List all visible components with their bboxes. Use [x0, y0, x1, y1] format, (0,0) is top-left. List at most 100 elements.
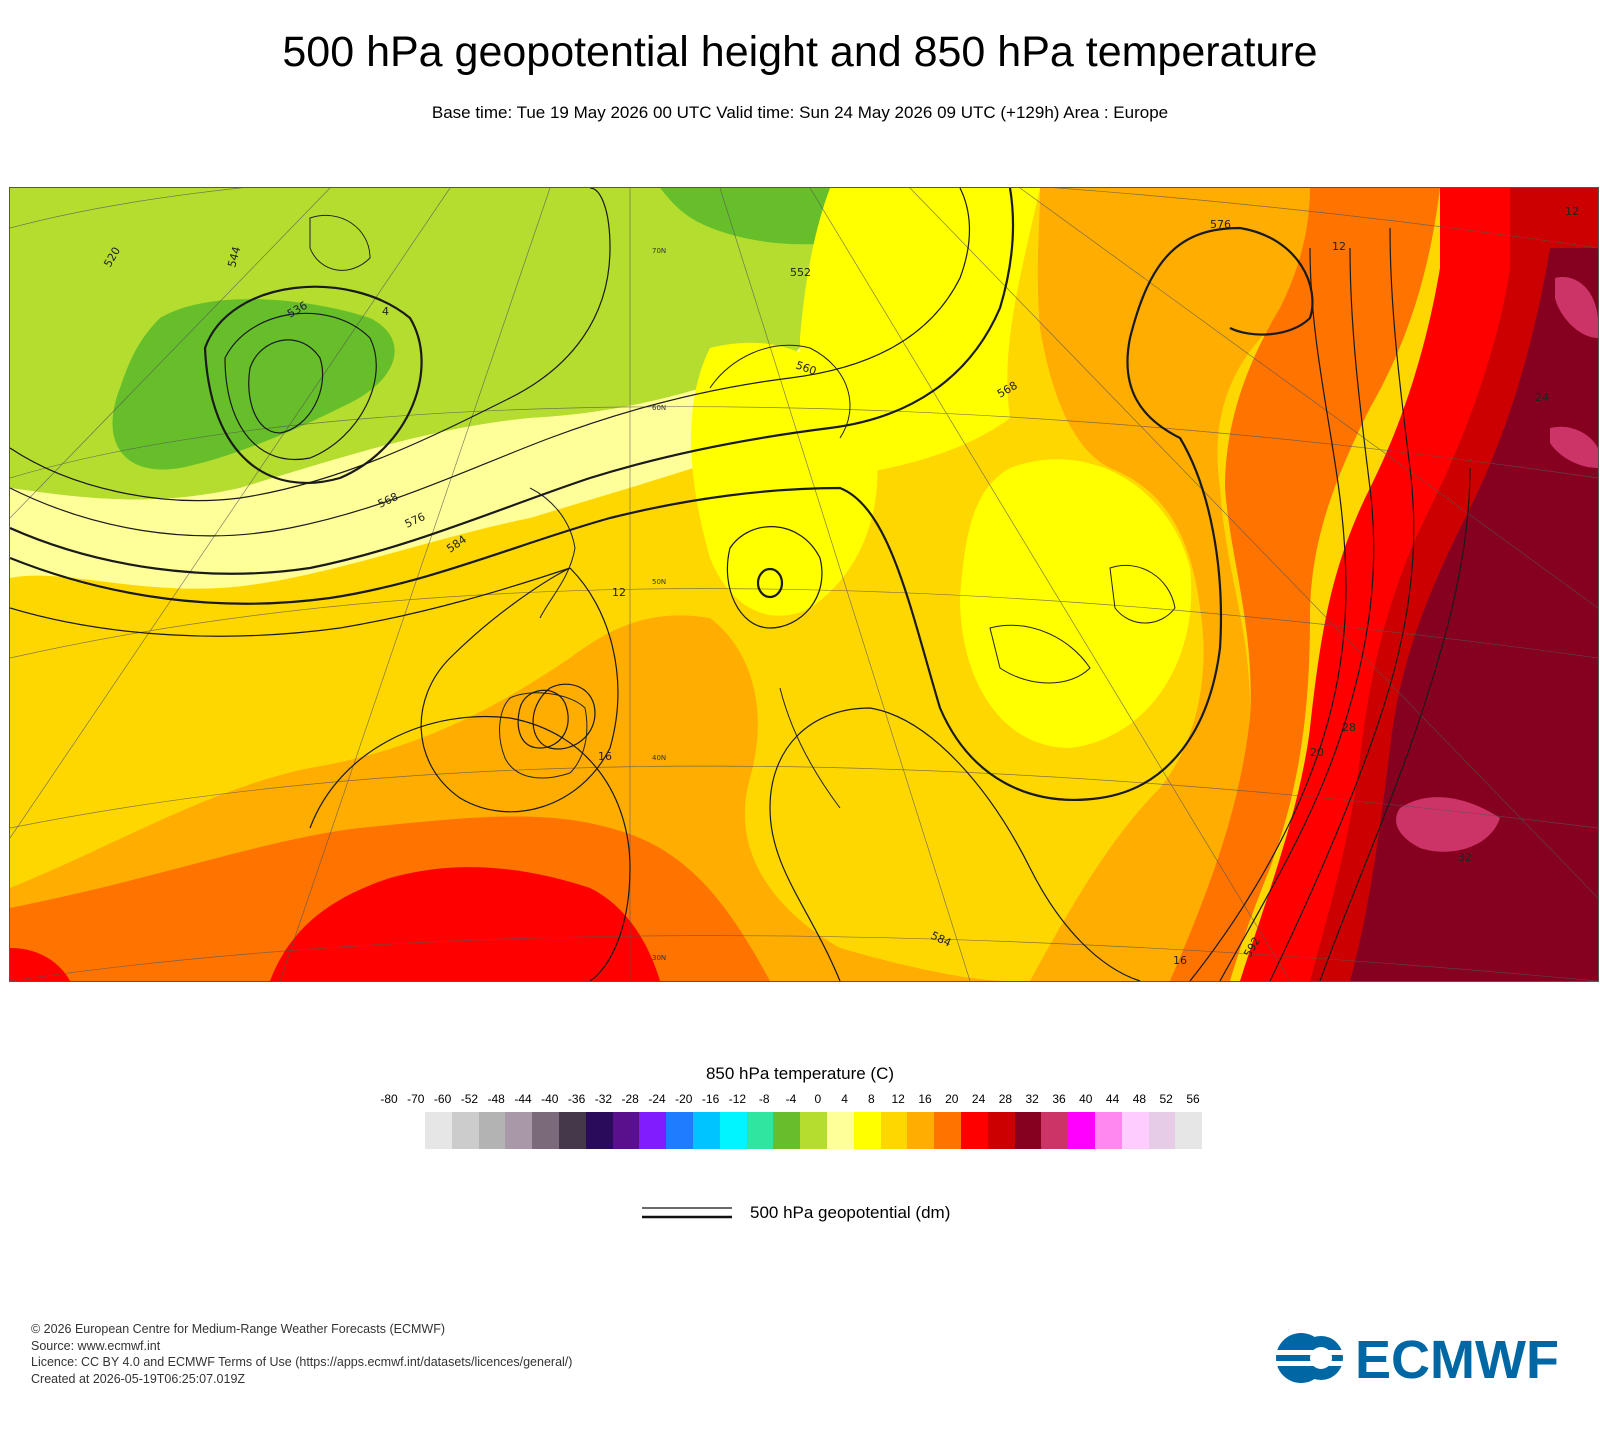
colorbar-swatch	[773, 1112, 801, 1149]
colorbar-swatch	[1094, 1112, 1122, 1149]
contour-inner-east	[1319, 467, 1471, 981]
copyright-text: © 2026 European Centre for Medium-Range …	[31, 1322, 446, 1336]
licence-text: Licence: CC BY 4.0 and ECMWF Terms of Us…	[31, 1355, 573, 1369]
colorbar-tick-label: 44	[1105, 1092, 1120, 1106]
temp-label: 12	[612, 586, 626, 599]
colorbar-swatch	[639, 1112, 667, 1149]
colorbar-tick-label: 40	[1079, 1092, 1093, 1106]
temp-label: 12	[1332, 240, 1346, 253]
lat-label: 30N	[652, 954, 666, 962]
lon-e40	[1019, 188, 1598, 609]
contour-cutoff	[756, 567, 784, 599]
lat-60n	[10, 406, 1598, 479]
lon-e30	[909, 188, 1598, 899]
temp-label: 16	[598, 750, 612, 763]
lon-e20	[809, 188, 1291, 981]
lon-e10	[719, 188, 971, 981]
contour-592-east	[1219, 247, 1375, 981]
colorbar-tick-label: 16	[918, 1092, 932, 1106]
temp-band-minus8	[112, 299, 395, 470]
coast-britain	[529, 487, 576, 619]
lon-w20	[10, 188, 451, 839]
contour-label: 576	[1210, 218, 1231, 231]
coast-iberia	[499, 692, 588, 779]
colorbar-swatch	[934, 1112, 961, 1149]
temp-band-32	[1396, 797, 1500, 852]
temp-band-28	[1350, 248, 1598, 981]
temp-band-20-sw	[10, 948, 70, 981]
colorbar-tick-label: 20	[945, 1092, 959, 1106]
colorbar-title: 850 hPa temperature (C)	[705, 1064, 895, 1083]
colorbar-swatch	[558, 1112, 586, 1149]
temp-label: 12	[1565, 205, 1579, 218]
ecmwf-mark-icon	[1273, 1333, 1345, 1383]
colorbar-tick-label: -36	[567, 1092, 586, 1106]
temp-label: 32	[1458, 851, 1472, 864]
colorbar-ticks: -80 -70 -60 -52 -48 -44 -40 -36 -32 -28 -24 -20 -16-…	[380, 1092, 1219, 1108]
colorbar-tick-label: -60	[433, 1092, 452, 1106]
colorbar-tick-label: 52	[1159, 1092, 1173, 1106]
colorbar-tick-label: -32	[594, 1092, 613, 1106]
temp-label: 4	[382, 305, 389, 318]
lon-w10	[279, 188, 551, 981]
coast-scandinavia	[709, 344, 851, 439]
colorbar-swatch	[666, 1112, 693, 1149]
lat-30n	[10, 935, 1598, 981]
colorbar-swatch	[1148, 1112, 1176, 1149]
colorbar-tick-label: -20	[675, 1092, 693, 1106]
colorbar-tick-label: 36	[1052, 1092, 1066, 1106]
colorbar-tick-label: 24	[971, 1092, 986, 1106]
geopotential-contours	[10, 188, 1471, 981]
colorbar-swatch	[1014, 1112, 1042, 1149]
lat-40n	[10, 765, 1598, 829]
colorbar-swatch	[826, 1112, 854, 1149]
colorbar-swatch	[585, 1112, 613, 1149]
colorbar-swatch	[451, 1112, 479, 1149]
temp-label: 28	[1342, 721, 1356, 734]
colorbar-swatch	[853, 1112, 881, 1149]
coast-caspian	[1109, 564, 1176, 624]
colorbar-swatch	[1121, 1112, 1149, 1149]
contour-576	[10, 226, 1314, 801]
source-text: Source: www.ecmwf.int	[31, 1338, 161, 1353]
ecmwf-logo: ECMWF	[1273, 1330, 1559, 1386]
colorbar-tick-label: -70	[407, 1092, 425, 1106]
temp-band-0-b	[10, 358, 810, 589]
colorbar-tick-label: 32	[1025, 1092, 1039, 1106]
temp-label: 16	[1173, 954, 1187, 967]
colorbar-swatch	[880, 1112, 908, 1149]
colorbar-tick-label: -52	[460, 1092, 479, 1106]
colorbar-tick-label: 0	[814, 1092, 822, 1106]
contour-588	[309, 715, 631, 981]
colorbar-tick-label: 28	[998, 1092, 1013, 1106]
lat-label: 70N	[652, 247, 666, 255]
colorbar-tick-label: -28	[621, 1092, 639, 1106]
contour-528	[248, 339, 324, 434]
contour-544	[203, 285, 423, 484]
colorbar-swatch	[987, 1112, 1015, 1149]
colorbar-swatch	[425, 1112, 452, 1149]
colorbar-tick-label: -8	[758, 1092, 770, 1106]
contour-584-loop	[420, 567, 619, 813]
colorbar-tick-label: -4	[785, 1092, 797, 1106]
colorbar-tick-label: -16	[701, 1092, 720, 1106]
coastlines	[309, 214, 1176, 809]
colorbar-tick-label: -12	[728, 1092, 747, 1106]
colorbar-swatch	[1175, 1112, 1203, 1149]
colorbar-swatch	[532, 1112, 559, 1149]
forecast-map[interactable]: 520 536 544 552 560 568 576 584 568 576 …	[9, 187, 1599, 982]
colorbar-tick-label: 4	[841, 1092, 848, 1106]
colorbar-tick-label: 12	[891, 1092, 905, 1106]
chart-title: 500 hPa geopotential height and 850 hPa …	[282, 28, 1318, 76]
footer: © 2026 European Centre for Medium-Range …	[31, 1321, 572, 1387]
legend-label: 500 hPa geopotential (dm)	[750, 1203, 951, 1222]
lat-label: 60N	[652, 404, 666, 412]
contour-584-south	[769, 707, 1141, 981]
contour-label: 544	[225, 245, 243, 269]
lat-70n	[10, 188, 1598, 249]
colorbar-swatch	[1041, 1112, 1069, 1149]
colorbar-swatch	[692, 1112, 720, 1149]
contour-560	[10, 188, 970, 537]
colorbar-tick-label: -48	[487, 1092, 505, 1106]
colorbar-swatch	[746, 1112, 774, 1149]
